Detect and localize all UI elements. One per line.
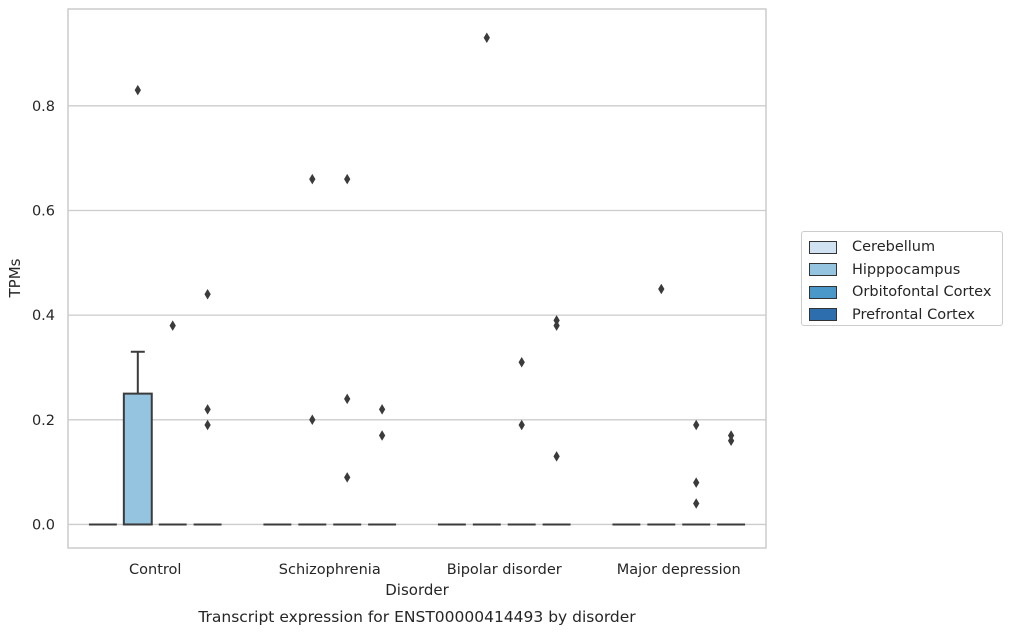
outlier-point: [309, 414, 316, 426]
legend-swatch: [809, 308, 837, 322]
box-group: [682, 419, 711, 526]
box-group: [472, 32, 501, 526]
legend-item: Hipppocampus: [809, 259, 1002, 282]
box-group: [507, 356, 536, 526]
x-axis-ticks: Control Schizophrenia Bipolar disorder Majo…: [129, 562, 741, 578]
y-tick-label: 0.0: [32, 517, 55, 533]
box-group: [122, 84, 153, 526]
y-axis-ticks: 0.0 0.2 0.4 0.6 0.8: [32, 99, 55, 534]
outlier-point: [483, 32, 490, 44]
plot-frame: [67, 8, 767, 549]
x-tick-label: Control: [129, 562, 181, 578]
legend-label: Prefrontal Cortex: [852, 306, 975, 323]
outlier-point: [169, 320, 176, 331]
box-group: [542, 315, 571, 526]
legend-swatch: [809, 285, 837, 299]
box-group: [193, 288, 222, 526]
y-tick-label: 0.6: [32, 203, 55, 219]
outlier-point: [344, 393, 351, 405]
outlier-point: [344, 472, 351, 483]
outlier-point: [693, 419, 700, 431]
legend: Cerebellum Hipppocampus Orbitofontal Corte…: [801, 231, 1003, 326]
legend-swatch: [809, 263, 837, 277]
outlier-point: [204, 288, 211, 300]
x-tick-label: Bipolar disorder: [447, 562, 562, 578]
outlier-point: [518, 356, 525, 368]
plot-area: [88, 32, 746, 526]
outlier-point: [553, 315, 560, 326]
outlier-point: [204, 404, 211, 415]
chart-caption: Transcript expression for ENST0000041449…: [197, 608, 636, 626]
x-tick-label: Major depression: [617, 562, 741, 578]
y-tick-label: 0.2: [32, 413, 55, 429]
outlier-point: [553, 451, 560, 462]
outlier-point: [658, 283, 665, 295]
legend-item: Cerebellum: [809, 236, 1002, 259]
x-axis-label: Disorder: [385, 581, 449, 599]
outlier-point: [344, 173, 351, 185]
box-group: [298, 173, 327, 526]
box-group: [158, 320, 187, 526]
box-group: [333, 173, 362, 526]
legend-label: Orbitofontal Cortex: [852, 284, 992, 301]
outlier-point: [693, 498, 700, 509]
legend-swatch: [809, 240, 837, 254]
y-tick-label: 0.8: [32, 99, 55, 115]
legend-item: Orbitofontal Cortex: [809, 281, 1002, 304]
outlier-point: [134, 84, 141, 96]
legend-label: Cerebellum: [852, 239, 936, 256]
x-tick-label: Schizophrenia: [279, 562, 381, 578]
gridlines: [68, 105, 766, 526]
legend-item: Prefrontal Cortex: [809, 304, 1002, 327]
box: [122, 392, 153, 526]
box-group: [368, 404, 397, 526]
outlier-point: [518, 419, 525, 431]
box-group: [717, 430, 746, 526]
legend-label: Hipppocampus: [852, 261, 961, 278]
outlier-point: [309, 173, 316, 185]
outlier-point: [727, 430, 735, 441]
outlier-point: [378, 404, 386, 415]
outlier-point: [693, 477, 700, 488]
y-axis-label: TPMs: [6, 258, 24, 298]
outlier-point: [378, 430, 386, 441]
y-tick-label: 0.4: [32, 308, 55, 324]
outlier-point: [204, 419, 211, 431]
box-group: [647, 283, 676, 526]
